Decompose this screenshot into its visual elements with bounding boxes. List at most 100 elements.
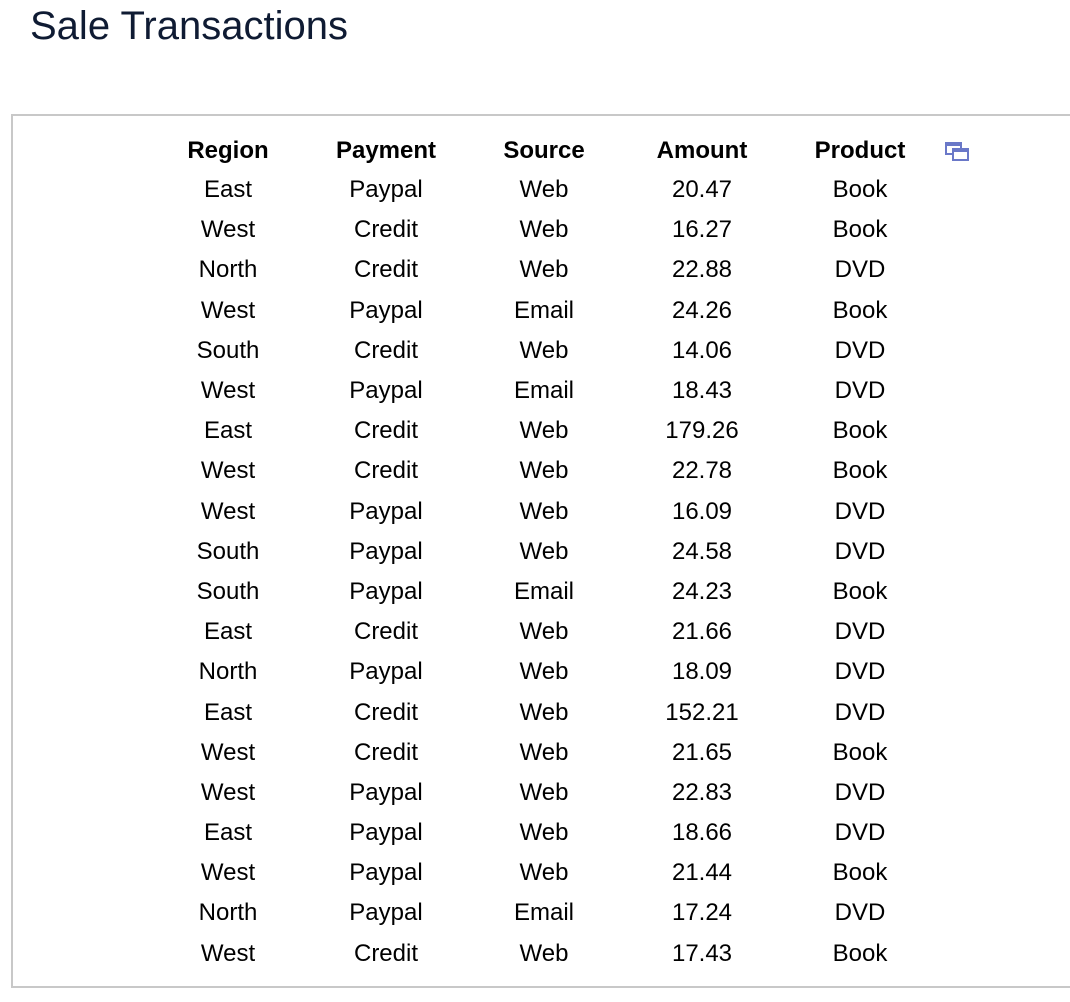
table-header-row: Region Payment Source Amount Product xyxy=(149,132,939,170)
cell-amount: 179.26 xyxy=(665,417,739,445)
cell-source: Web xyxy=(519,618,569,646)
table-row: North Paypal Email 17.24 DVD xyxy=(149,893,939,933)
cell-amount: 16.27 xyxy=(671,216,733,244)
cell-source: Web xyxy=(519,658,569,686)
cell-product: DVD xyxy=(834,618,886,646)
table-row: West Credit Web 17.43 Book xyxy=(149,934,939,974)
cell-region: East xyxy=(203,176,253,204)
cell-region: North xyxy=(198,256,258,284)
cell-payment: Credit xyxy=(353,417,419,445)
cell-product: DVD xyxy=(834,336,886,364)
cell-source: Web xyxy=(519,939,569,967)
cell-amount: 22.83 xyxy=(671,778,733,806)
page-title: Sale Transactions xyxy=(30,4,348,48)
cell-region: East xyxy=(203,618,253,646)
cell-amount: 17.43 xyxy=(671,939,733,967)
cell-product: DVD xyxy=(834,497,886,525)
cell-product: DVD xyxy=(834,819,886,847)
cell-source: Web xyxy=(519,457,569,485)
cell-product: Book xyxy=(832,296,888,324)
cell-product: DVD xyxy=(834,778,886,806)
cell-payment: Credit xyxy=(353,256,419,284)
cell-payment: Paypal xyxy=(349,176,423,204)
cell-amount: 21.65 xyxy=(671,738,733,766)
cell-region: West xyxy=(200,778,256,806)
cell-product: Book xyxy=(832,577,888,605)
cell-region: West xyxy=(200,738,256,766)
cell-payment: Paypal xyxy=(349,658,423,686)
cell-source: Web xyxy=(519,336,569,364)
cell-region: West xyxy=(200,939,256,967)
table-row: East Credit Web 21.66 DVD xyxy=(149,612,939,652)
cell-payment: Paypal xyxy=(349,577,423,605)
cell-payment: Credit xyxy=(353,698,419,726)
cell-region: West xyxy=(200,296,256,324)
cell-region: West xyxy=(200,497,256,525)
cell-product: Book xyxy=(832,939,888,967)
cell-source: Email xyxy=(513,296,574,324)
cell-product: DVD xyxy=(834,899,886,927)
cell-region: North xyxy=(198,899,258,927)
cell-source: Web xyxy=(519,698,569,726)
cell-payment: Paypal xyxy=(349,819,423,847)
table-row: East Credit Web 152.21 DVD xyxy=(149,692,939,732)
cell-source: Web xyxy=(519,537,569,565)
cell-source: Web xyxy=(519,778,569,806)
cell-amount: 16.09 xyxy=(671,497,733,525)
table-row: West Credit Web 16.27 Book xyxy=(149,210,939,250)
cell-amount: 22.78 xyxy=(671,457,733,485)
cell-region: North xyxy=(198,658,258,686)
table-row: South Paypal Web 24.58 DVD xyxy=(149,532,939,572)
table-row: South Credit Web 14.06 DVD xyxy=(149,331,939,371)
cell-product: DVD xyxy=(834,658,886,686)
cell-product: DVD xyxy=(834,537,886,565)
cell-source: Web xyxy=(519,417,569,445)
popout-window-icon[interactable] xyxy=(945,142,969,162)
cell-product: Book xyxy=(832,738,888,766)
cell-product: DVD xyxy=(834,377,886,405)
cell-product: DVD xyxy=(834,698,886,726)
cell-product: Book xyxy=(832,457,888,485)
table-row: West Paypal Email 18.43 DVD xyxy=(149,371,939,411)
cell-source: Web xyxy=(519,256,569,284)
cell-source: Email xyxy=(513,577,574,605)
cell-amount: 17.24 xyxy=(671,899,733,927)
table-row: North Paypal Web 18.09 DVD xyxy=(149,652,939,692)
cell-source: Email xyxy=(513,899,574,927)
column-header-region: Region xyxy=(187,137,269,164)
cell-product: Book xyxy=(832,216,888,244)
cell-amount: 152.21 xyxy=(665,698,739,726)
cell-payment: Credit xyxy=(353,939,419,967)
cell-amount: 24.23 xyxy=(671,577,733,605)
cell-amount: 22.88 xyxy=(671,256,733,284)
cell-amount: 18.43 xyxy=(671,377,733,405)
table-body: East Paypal Web 20.47 Book West Credit Web 16.27… xyxy=(149,170,939,974)
cell-source: Web xyxy=(519,819,569,847)
cell-payment: Paypal xyxy=(349,899,423,927)
cell-source: Web xyxy=(519,497,569,525)
column-header-source: Source xyxy=(503,137,585,164)
cell-payment: Paypal xyxy=(349,778,423,806)
cell-region: East xyxy=(203,417,253,445)
cell-payment: Credit xyxy=(353,738,419,766)
cell-region: South xyxy=(196,577,260,605)
cell-product: DVD xyxy=(834,256,886,284)
table-row: West Credit Web 22.78 Book xyxy=(149,451,939,491)
cell-product: Book xyxy=(832,859,888,887)
cell-region: West xyxy=(200,377,256,405)
cell-payment: Paypal xyxy=(349,296,423,324)
table-row: East Paypal Web 18.66 DVD xyxy=(149,813,939,853)
cell-amount: 18.66 xyxy=(671,819,733,847)
column-header-product: Product xyxy=(814,137,906,164)
cell-payment: Paypal xyxy=(349,377,423,405)
table-row: West Paypal Web 22.83 DVD xyxy=(149,773,939,813)
cell-region: South xyxy=(196,336,260,364)
table-row: North Credit Web 22.88 DVD xyxy=(149,250,939,290)
cell-source: Web xyxy=(519,738,569,766)
cell-amount: 24.26 xyxy=(671,296,733,324)
table-row: West Paypal Email 24.26 Book xyxy=(149,291,939,331)
cell-payment: Paypal xyxy=(349,497,423,525)
cell-source: Web xyxy=(519,176,569,204)
sales-table: Region Payment Source Amount Product Eas… xyxy=(149,132,939,974)
cell-amount: 14.06 xyxy=(671,336,733,364)
